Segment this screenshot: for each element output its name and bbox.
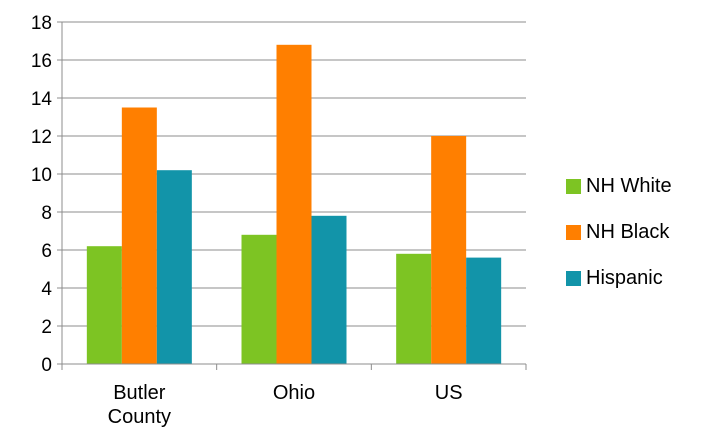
axes xyxy=(57,21,527,370)
legend-label: Hispanic xyxy=(586,266,663,289)
y-axis-ticks: 0 2 4 6 8 10 12 14 16 18 xyxy=(31,13,53,376)
bar-hispanic xyxy=(156,170,192,364)
legend-label: NH White xyxy=(586,174,672,197)
x-tick-label: Ohio xyxy=(273,382,315,404)
bar-nh-white xyxy=(86,246,122,364)
x-tick-label: US xyxy=(435,382,463,404)
y-tick-label: 16 xyxy=(31,51,52,72)
bar-nh-black xyxy=(431,136,467,364)
x-tick-label: County xyxy=(108,406,171,428)
legend-swatch xyxy=(566,224,581,240)
y-tick-label: 0 xyxy=(41,355,52,376)
y-tick-label: 12 xyxy=(31,127,52,148)
legend-swatch xyxy=(566,270,581,286)
y-tick-label: 14 xyxy=(31,89,53,110)
y-tick-label: 18 xyxy=(31,13,52,34)
bar-nh-white xyxy=(396,253,432,364)
legend-label: NH Black xyxy=(586,220,670,243)
y-tick-label: 6 xyxy=(41,241,52,262)
legend-item-nh-black: NH Black xyxy=(566,209,672,255)
bar-nh-black xyxy=(276,44,312,365)
legend-item-nh-white: NH White xyxy=(566,163,672,209)
bar-nh-black xyxy=(121,107,157,364)
y-tick-label: 8 xyxy=(41,203,52,224)
legend: NH White NH Black Hispanic xyxy=(566,163,672,301)
x-tick-label: Butler xyxy=(113,382,166,404)
y-tick-label: 4 xyxy=(41,279,52,300)
bar-hispanic xyxy=(311,215,347,364)
legend-item-hispanic: Hispanic xyxy=(566,255,672,301)
y-tick-label: 10 xyxy=(31,165,52,186)
bars xyxy=(86,44,502,365)
y-tick-label: 2 xyxy=(41,317,52,338)
legend-swatch xyxy=(566,178,581,194)
bar-nh-white xyxy=(241,234,277,364)
bar-hispanic xyxy=(466,257,502,364)
